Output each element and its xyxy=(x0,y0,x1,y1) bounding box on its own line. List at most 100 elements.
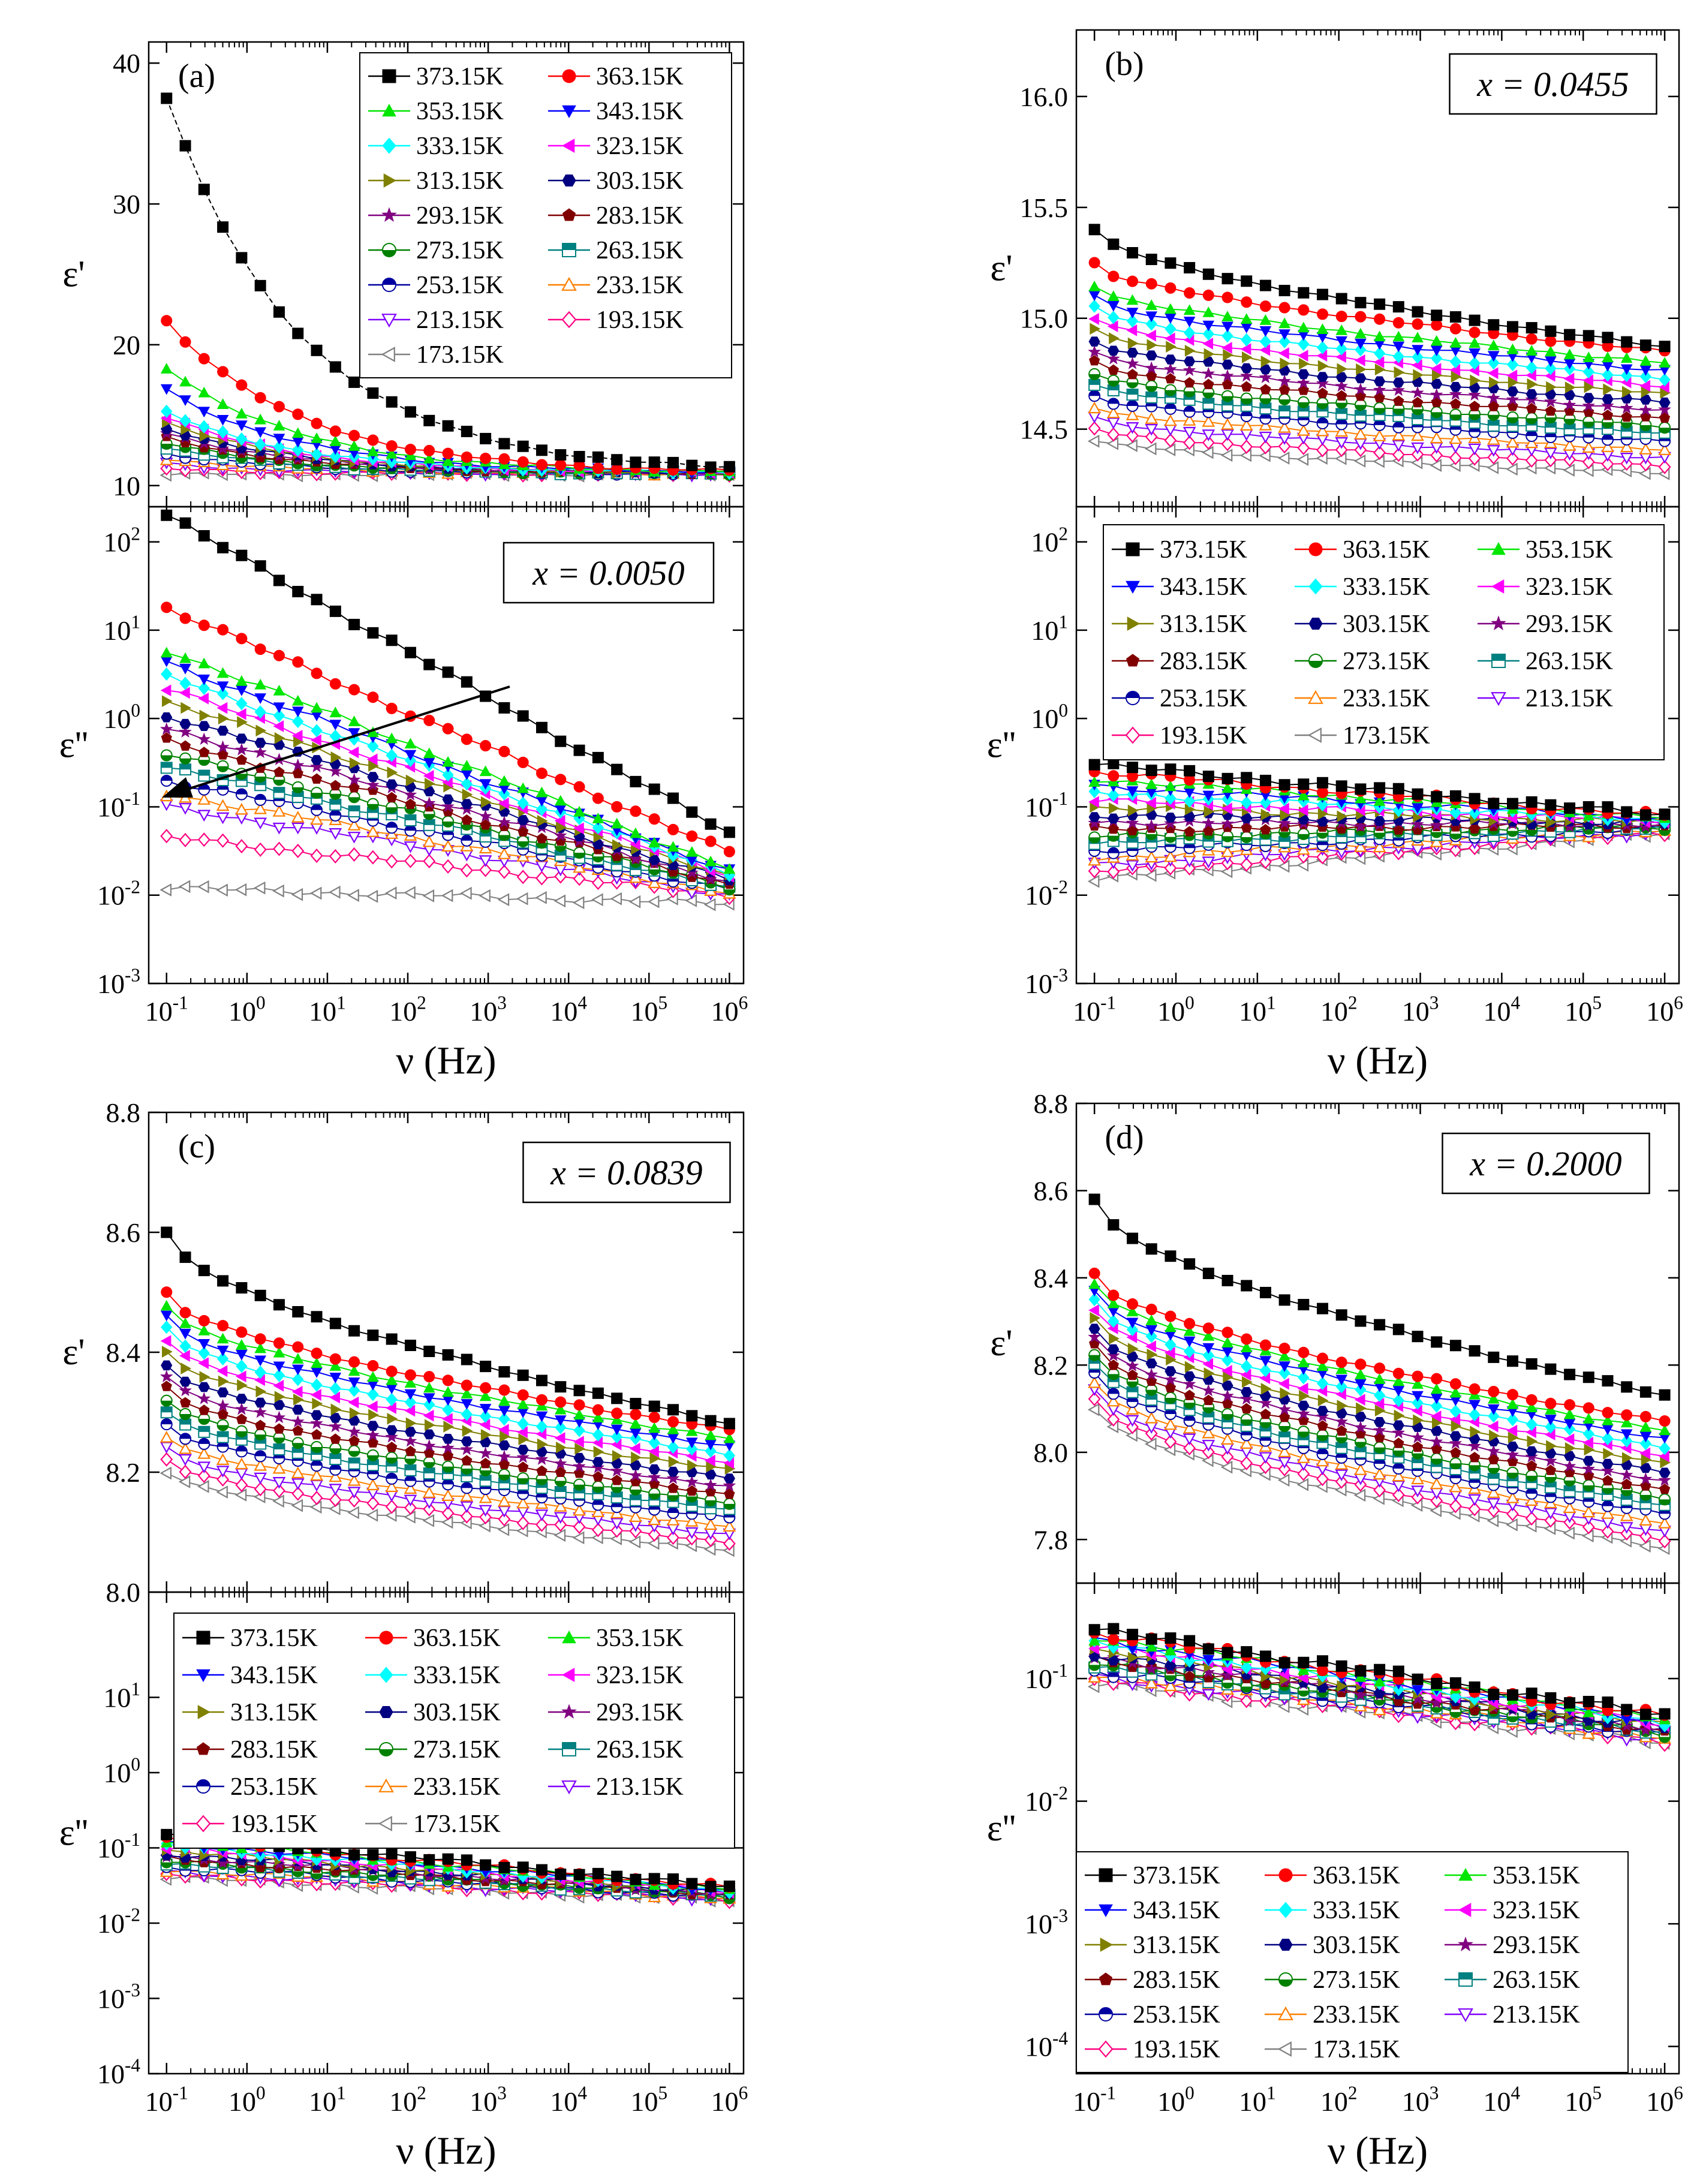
series-323.15K-point xyxy=(291,1386,303,1398)
series-353.15K-point xyxy=(1088,280,1100,291)
series-333.15K-point xyxy=(329,1382,341,1395)
y-tick-label: 10-2 xyxy=(1025,876,1068,910)
series-273.15K-point xyxy=(1278,393,1291,405)
series-373.15K-point xyxy=(386,396,398,408)
series-263.15K-point xyxy=(160,762,173,774)
series-333.15K-point xyxy=(1488,1409,1500,1423)
series-233.15K-point xyxy=(1316,1454,1329,1467)
series-353.15K-point xyxy=(479,1390,492,1401)
series-313.15K-point xyxy=(537,1438,548,1451)
series-373.15K-point xyxy=(723,461,735,473)
series-323.15K-point xyxy=(216,702,228,714)
series-363.15K-point xyxy=(592,792,604,804)
series-323.15K-point xyxy=(366,1400,378,1413)
series-323.15K-point xyxy=(1240,343,1251,356)
series-303.15K-point xyxy=(442,1434,454,1444)
series-373.15K-point xyxy=(1374,298,1386,310)
series-323.15K-point xyxy=(1354,1394,1365,1406)
series-373.15K-point xyxy=(1506,798,1518,810)
series-253.15K-point xyxy=(1088,390,1101,402)
series-363.15K-point xyxy=(329,1353,341,1365)
series-333.15K-point xyxy=(161,404,173,419)
series-333.15K-point xyxy=(1449,355,1462,369)
series-313.15K-point xyxy=(368,760,379,772)
series-363.15K-point xyxy=(1335,311,1347,323)
series-293.15K-point xyxy=(1563,1459,1576,1472)
series-353.15K-point xyxy=(1145,778,1158,789)
series-293.15K-point xyxy=(1221,369,1234,382)
series-353.15K-point xyxy=(1355,327,1367,339)
legend-label: 323.15K xyxy=(596,133,684,160)
series-353.15K-point xyxy=(1145,1314,1158,1325)
series-343.15K-point xyxy=(1145,1325,1158,1336)
series-283.15K-point xyxy=(1203,378,1214,389)
series-303.15K-point xyxy=(1241,1387,1253,1397)
series-283.15K-point xyxy=(255,1419,266,1430)
series-353.15K-point xyxy=(1183,1325,1196,1336)
series-173.15K-point xyxy=(309,886,322,900)
legend-label: 363.15K xyxy=(596,63,684,91)
series-273.15K-point xyxy=(311,787,323,799)
series-313.15K-point xyxy=(1451,371,1462,383)
series-263.15K-point xyxy=(1354,410,1367,422)
series-313.15K-point xyxy=(274,1391,285,1403)
legend-label: 333.15K xyxy=(413,1662,501,1689)
series-293.15K-point xyxy=(441,799,455,813)
series-353.15K-point xyxy=(1297,1356,1310,1368)
series-173.15K-point xyxy=(1144,868,1157,882)
series-373.15K-point xyxy=(217,542,229,553)
series-303.15K-point xyxy=(348,1415,360,1426)
series-293.15K-point xyxy=(1411,817,1424,831)
series-293.15K-point xyxy=(1316,377,1329,389)
series-283.15K-point xyxy=(1336,390,1347,401)
series-263.15K-point xyxy=(179,1418,192,1431)
series-213.15K-point xyxy=(216,1466,230,1478)
series-293.15K-point xyxy=(1487,391,1500,404)
series-193.15K-point xyxy=(1411,447,1424,462)
series-303.15K-point xyxy=(1126,1351,1139,1362)
series-283.15K-point xyxy=(1469,401,1481,411)
series-363.15K-point xyxy=(517,1389,529,1401)
series-353.15K-point xyxy=(1221,782,1233,793)
series-373.15K-point xyxy=(1241,275,1253,287)
series-233.15K-point xyxy=(1601,1507,1614,1519)
series-293.15K-point xyxy=(179,725,192,738)
series-283.15K-point xyxy=(1526,1460,1537,1471)
series-293.15K-point xyxy=(1601,1464,1614,1476)
series-323.15K-point xyxy=(198,1357,209,1370)
series-313.15K-point xyxy=(1203,348,1215,360)
series-273.15K-point xyxy=(1221,390,1234,402)
series-213.15K-point xyxy=(1126,860,1139,872)
series-363.15K-point xyxy=(498,745,510,757)
series-253.15K-point xyxy=(1601,1500,1614,1512)
series-193.15K-point xyxy=(1487,450,1500,465)
legend-marker xyxy=(1126,654,1140,667)
series-313.15K-point xyxy=(1489,1430,1500,1442)
series-213.15K-point xyxy=(404,841,417,853)
series-263.15K-point xyxy=(1487,1473,1500,1485)
series-353.15K-point xyxy=(160,1299,173,1311)
series-313.15K-point xyxy=(405,774,417,787)
series-373.15K-point xyxy=(386,1333,398,1345)
series-323.15K-point xyxy=(198,692,209,705)
series-173.15K-point xyxy=(441,889,453,903)
series-303.15K-point xyxy=(1165,813,1177,823)
y-tick-label: 101 xyxy=(1031,612,1068,646)
series-293.15K-point xyxy=(648,1470,661,1484)
series-293.15K-point xyxy=(1278,374,1291,387)
series-173.15K-point xyxy=(291,1499,303,1512)
series-213.15K-point xyxy=(1106,417,1120,429)
series-193.15K-point xyxy=(554,869,567,884)
y-axis-label: ε' xyxy=(990,1323,1012,1364)
series-233.15K-point xyxy=(1183,414,1196,426)
legend-marker xyxy=(561,1668,575,1682)
series-263.15K-point xyxy=(1544,1481,1557,1494)
series-363.15K-point xyxy=(404,443,416,455)
series-193.15K-point xyxy=(460,863,473,878)
series-353.15K-point xyxy=(667,1423,679,1434)
series-353.15K-point xyxy=(291,1353,304,1364)
series-233.15K-point xyxy=(1373,840,1386,853)
series-333.15K-point xyxy=(292,443,304,457)
legend-marker xyxy=(561,139,575,153)
series-293.15K-point xyxy=(1544,1454,1557,1467)
